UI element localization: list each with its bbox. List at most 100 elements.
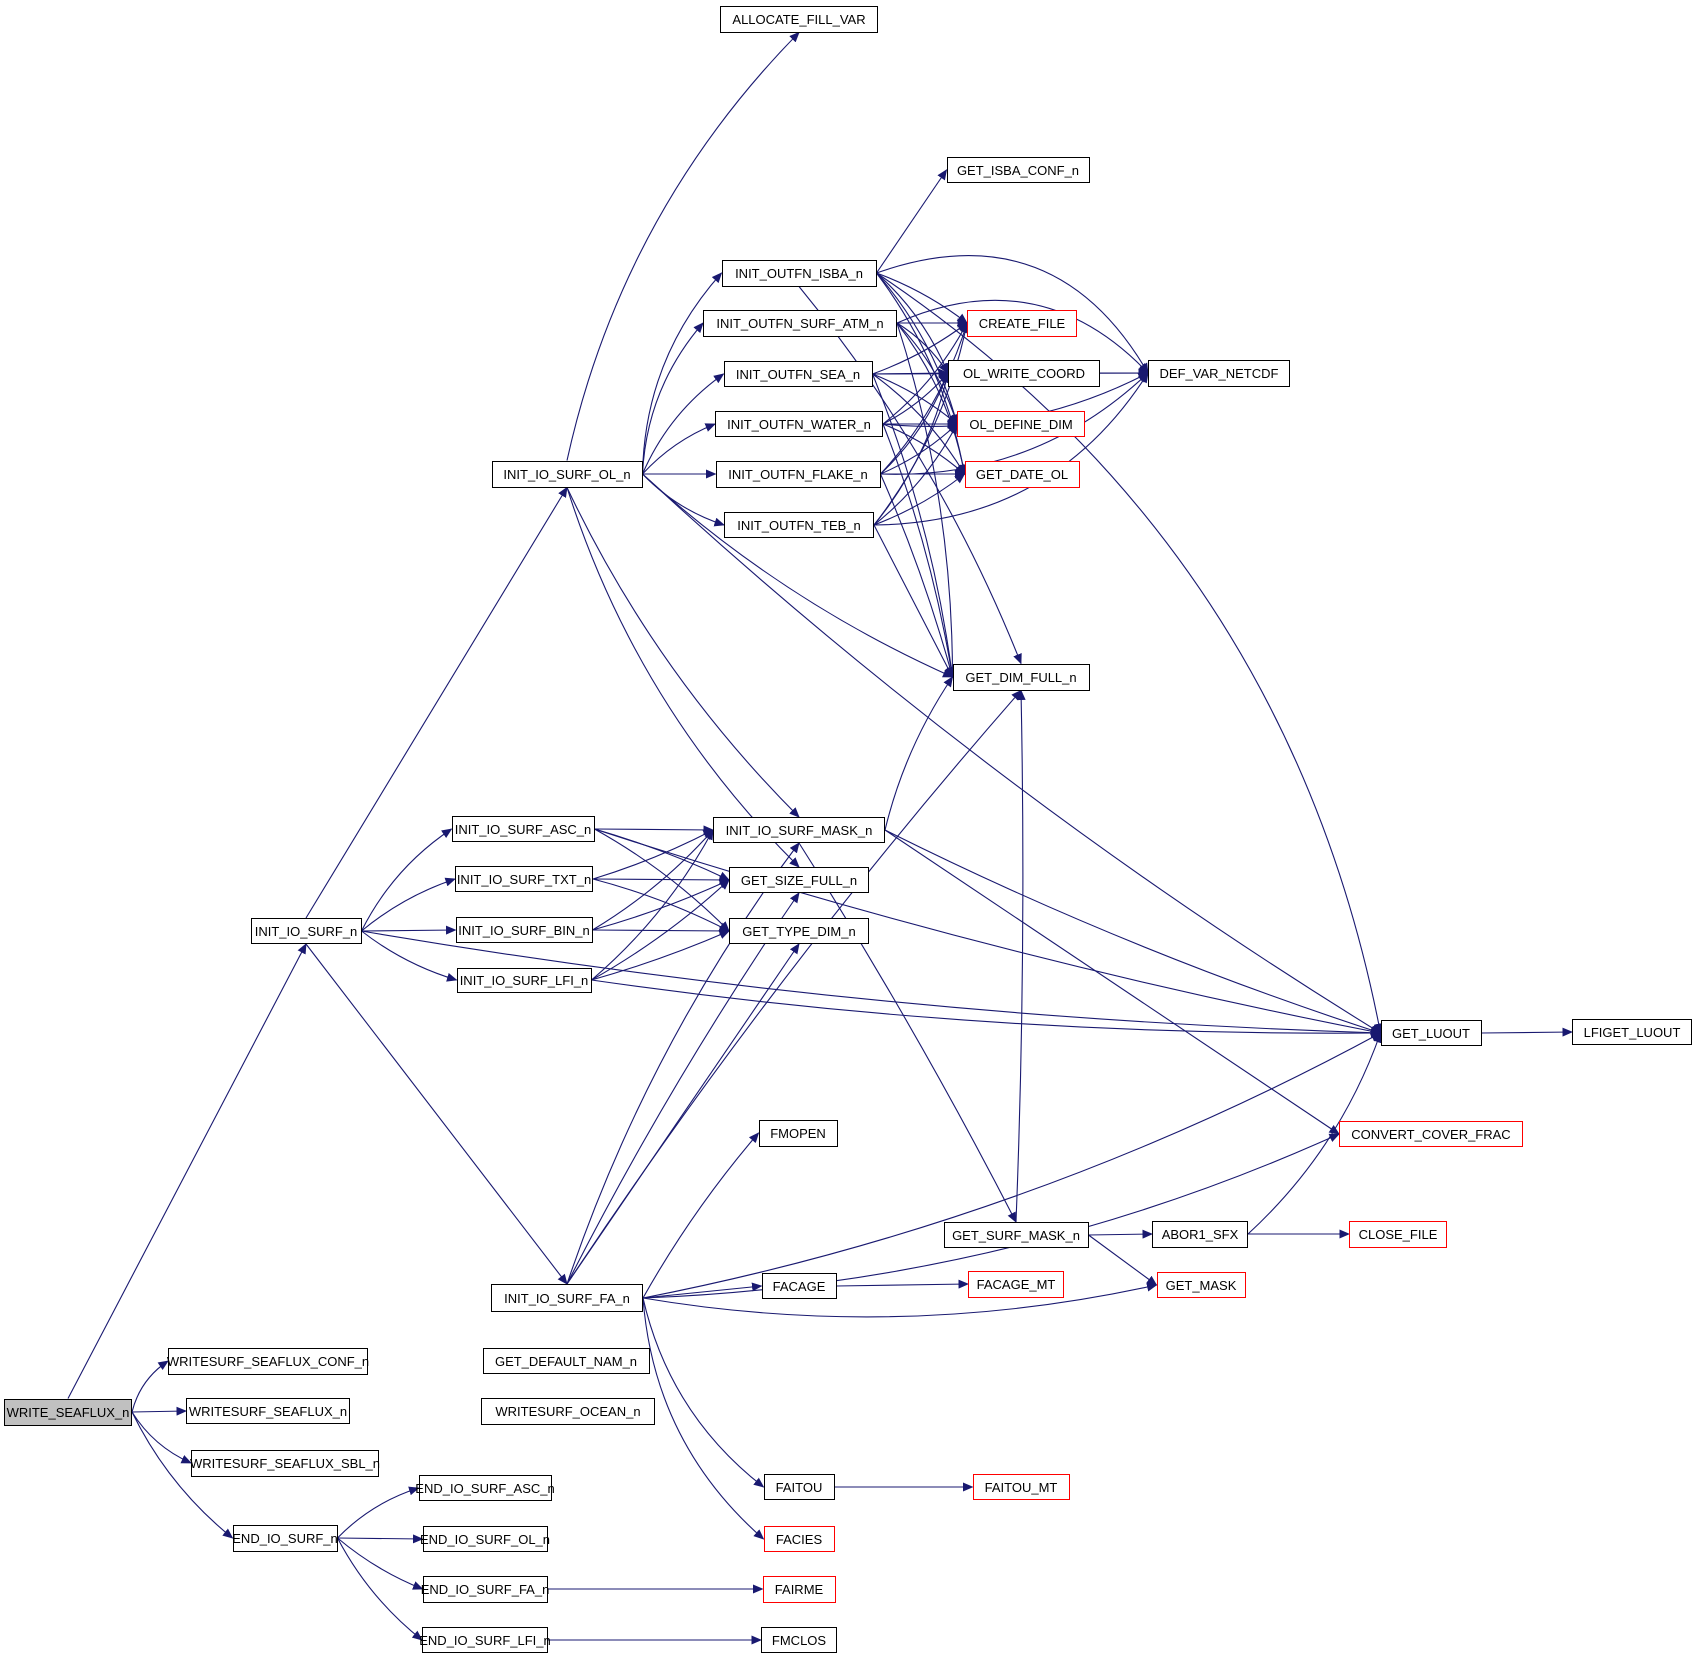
node-label-ol-write-coord: OL_WRITE_COORD — [962, 365, 1086, 381]
edge-end_io_surf-to-end_fa — [337, 1537, 424, 1590]
edge-io_surf_ol-to-get_dim_full — [642, 473, 954, 678]
edge-io_surf_mask-to-convert_cover_frac — [884, 829, 1340, 1135]
node-end-fa[interactable]: END_IO_SURF_FA_n — [421, 1575, 549, 1603]
node-outfn-isba[interactable]: INIT_OUTFN_ISBA_n — [721, 259, 877, 287]
node-outfn-teb[interactable]: INIT_OUTFN_TEB_n — [724, 512, 874, 538]
node-io-surf-txt[interactable]: INIT_IO_SURF_TXT_n — [455, 866, 593, 892]
node-label-lfiget-luout: LFIGET_LUOUT — [1583, 1024, 1681, 1040]
edge-outfn_flake-to-def_var_netcdf — [880, 372, 1149, 475]
node-io-surf-asc[interactable]: INIT_IO_SURF_ASC_n — [451, 816, 595, 842]
node-get-dim-full[interactable]: GET_DIM_FULL_n — [952, 663, 1090, 691]
node-convert-cover-frac[interactable]: CONVERT_COVER_FRAC — [1339, 1121, 1523, 1147]
node-label-faitou: FAITOU — [775, 1479, 823, 1495]
edge-io_surf_fa-to-facies — [642, 1297, 765, 1540]
node-wsf-conf[interactable]: WRITESURF_SEAFLUX_CONF_n — [166, 1347, 370, 1375]
node-facage[interactable]: FACAGE — [761, 1273, 837, 1299]
node-outfn-surf-atm[interactable]: INIT_OUTFN_SURF_ATM_n — [703, 309, 897, 337]
node-faitou-mt[interactable]: FAITOU_MT — [972, 1474, 1070, 1500]
node-io-surf-fa[interactable]: INIT_IO_SURF_FA_n — [491, 1284, 643, 1312]
node-label-get-mask: GET_MASK — [1165, 1277, 1237, 1293]
edge-outfn_sea-to-create_file — [872, 322, 968, 375]
edge-write_seaflux-to-wsf_conf — [131, 1360, 169, 1413]
edge-io_surf_fa-to-faitou — [642, 1297, 765, 1488]
edge-end_io_surf-to-end_lfi — [337, 1537, 423, 1641]
node-label-close-file: CLOSE_FILE — [1358, 1226, 1438, 1242]
node-end-io-surf[interactable]: END_IO_SURF_n — [232, 1524, 338, 1552]
node-write-seaflux[interactable]: WRITE_SEAFLUX_n — [4, 1398, 132, 1426]
edge-outfn_flake-to-ol_write_coord — [880, 372, 949, 475]
node-io-surf-bin[interactable]: INIT_IO_SURF_BIN_n — [455, 917, 593, 943]
edge-io_surf_bin-to-io_surf_mask — [592, 829, 714, 931]
edge-io_surf_lfi-to-get_luout — [591, 979, 1382, 1038]
node-get-luout[interactable]: GET_LUOUT — [1380, 1020, 1482, 1046]
node-label-create-file: CREATE_FILE — [978, 315, 1066, 331]
node-init-io-surf[interactable]: INIT_IO_SURF_n — [250, 918, 362, 944]
node-get-size-full[interactable]: GET_SIZE_FULL_n — [729, 867, 869, 893]
edge-outfn_isba-to-create_file — [876, 272, 968, 324]
node-get-date-ol[interactable]: GET_DATE_OL — [964, 460, 1080, 488]
node-get-type-dim[interactable]: GET_TYPE_DIM_n — [729, 918, 869, 944]
node-fairme[interactable]: FAIRME — [762, 1575, 836, 1603]
edge-io_surf_txt-to-get_type_dim — [592, 878, 730, 932]
node-facies[interactable]: FACIES — [763, 1526, 835, 1552]
edge-end_io_surf-to-end_asc — [337, 1486, 420, 1539]
node-label-io-surf-txt: INIT_IO_SURF_TXT_n — [456, 871, 592, 887]
node-facage-mt[interactable]: FACAGE_MT — [968, 1270, 1064, 1298]
edge-outfn_surf_atm-to-def_var_netcdf — [896, 299, 1149, 374]
edge-io_surf_ol-to-get_size_full — [566, 487, 800, 868]
node-ol-write-coord[interactable]: OL_WRITE_COORD — [948, 359, 1100, 387]
node-def-var-netcdf[interactable]: DEF_VAR_NETCDF — [1148, 359, 1290, 387]
node-wsf-ocean[interactable]: WRITESURF_OCEAN_n — [481, 1397, 655, 1425]
node-get-surf-mask[interactable]: GET_SURF_MASK_n — [943, 1222, 1089, 1248]
node-get-mask[interactable]: GET_MASK — [1156, 1272, 1246, 1298]
node-abor1-sfx[interactable]: ABOR1_SFX — [1152, 1220, 1248, 1248]
node-io-surf-ol[interactable]: INIT_IO_SURF_OL_n — [491, 460, 643, 488]
edge-io_surf_lfi-to-io_surf_mask — [591, 829, 714, 981]
edge-get_surf_mask-to-get_dim_full — [1015, 689, 1026, 1223]
node-lfiget-luout[interactable]: LFIGET_LUOUT — [1572, 1019, 1692, 1045]
node-label-wsf-sbl: WRITESURF_SEAFLUX_SBL_n — [190, 1455, 381, 1471]
edge-io_surf_ol-to-outfn_water — [642, 423, 716, 475]
node-label-io-surf-fa: INIT_IO_SURF_FA_n — [504, 1290, 630, 1306]
node-io-surf-lfi[interactable]: INIT_IO_SURF_LFI_n — [456, 967, 592, 993]
node-get-isba-conf[interactable]: GET_ISBA_CONF_n — [946, 157, 1090, 183]
node-label-end-lfi: END_IO_SURF_LFI_n — [419, 1632, 551, 1648]
node-allocate-fill-var[interactable]: ALLOCATE_FILL_VAR — [720, 5, 878, 33]
edge-io_surf_mask-to-get_dim_full — [884, 676, 954, 831]
node-outfn-sea[interactable]: INIT_OUTFN_SEA_n — [723, 361, 873, 387]
node-io-surf-mask[interactable]: INIT_IO_SURF_MASK_n — [713, 817, 885, 843]
node-end-ol[interactable]: END_IO_SURF_OL_n — [420, 1526, 550, 1552]
node-close-file[interactable]: CLOSE_FILE — [1349, 1220, 1447, 1248]
node-label-fmclos: FMCLOS — [771, 1632, 827, 1648]
node-wsf-sbl[interactable]: WRITESURF_SEAFLUX_SBL_n — [190, 1449, 381, 1477]
node-ol-define-dim[interactable]: OL_DEFINE_DIM — [957, 411, 1085, 437]
node-outfn-water[interactable]: INIT_OUTFN_WATER_n — [715, 411, 883, 437]
edge-io_surf_fa-to-get_dim_full — [566, 689, 1022, 1285]
edge-io_surf_bin-to-get_type_dim — [592, 926, 730, 936]
node-label-outfn-water: INIT_OUTFN_WATER_n — [727, 416, 871, 432]
edge-get_luout-to-lfiget_luout — [1481, 1027, 1573, 1037]
edge-io_surf_fa-to-get_luout — [642, 1032, 1382, 1299]
node-end-asc[interactable]: END_IO_SURF_ASC_n — [415, 1475, 555, 1501]
node-end-lfi[interactable]: END_IO_SURF_LFI_n — [419, 1627, 551, 1653]
edge-io_surf_bin-to-get_size_full — [592, 879, 730, 931]
node-outfn-flake[interactable]: INIT_OUTFN_FLAKE_n — [715, 460, 881, 488]
node-label-outfn-isba: INIT_OUTFN_ISBA_n — [735, 265, 863, 281]
node-create-file[interactable]: CREATE_FILE — [967, 309, 1077, 337]
node-label-facage-mt: FACAGE_MT — [976, 1276, 1056, 1292]
node-label-wsf-conf: WRITESURF_SEAFLUX_CONF_n — [166, 1353, 370, 1369]
edge-init_io_surf-to-io_surf_bin — [361, 925, 457, 935]
node-label-get-dim-full: GET_DIM_FULL_n — [965, 669, 1077, 685]
node-get-default-nam[interactable]: GET_DEFAULT_NAM_n — [482, 1348, 650, 1374]
edge-init_io_surf-to-io_surf_lfi — [361, 930, 458, 982]
edge-io_surf_asc-to-get_luout — [594, 828, 1382, 1036]
edge-io_surf_ol-to-outfn_sea — [641, 373, 725, 475]
node-faitou[interactable]: FAITOU — [763, 1474, 835, 1500]
node-label-faitou-mt: FAITOU_MT — [984, 1479, 1058, 1495]
node-fmclos[interactable]: FMCLOS — [761, 1627, 837, 1653]
edge-write_seaflux-to-wsf_sbl — [131, 1411, 192, 1464]
node-fmopen[interactable]: FMOPEN — [758, 1119, 838, 1147]
node-wsf[interactable]: WRITESURF_SEAFLUX_n — [186, 1398, 350, 1424]
edge-io_surf_mask-to-get_surf_mask — [798, 842, 1017, 1223]
node-label-end-asc: END_IO_SURF_ASC_n — [415, 1480, 555, 1496]
